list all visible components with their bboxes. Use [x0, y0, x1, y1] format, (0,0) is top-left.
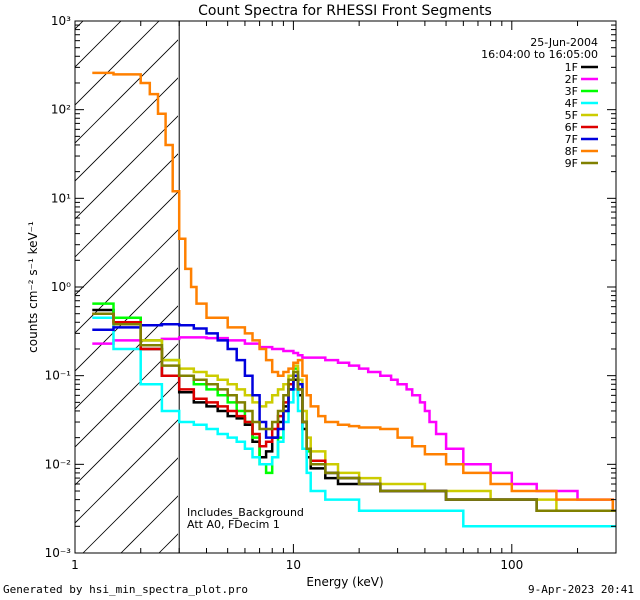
series-line-3F: [92, 302, 616, 512]
hatch-line: [349, 0, 640, 553]
legend-label-1F: 1F: [565, 61, 578, 74]
generated-by-note: Generated by hsi_min_spectra_plot.pro: [3, 583, 249, 596]
x-tick-label: 100: [500, 558, 523, 572]
annotation-attenuator: Att A0, FDecim 1: [187, 518, 280, 531]
hatch-line: [311, 0, 640, 553]
hatch-line: [75, 229, 178, 334]
y-tick-label: 10⁻²: [45, 457, 72, 471]
x-axis-label: Energy (keV): [306, 575, 383, 589]
spectra-series-group: [92, 71, 616, 528]
hatch-line: [75, 39, 178, 144]
series-line-9F: [92, 312, 616, 512]
y-tick-label: 10⁻³: [45, 546, 72, 560]
y-axis-label: counts cm⁻² s⁻¹ keV⁻¹: [26, 221, 40, 353]
series-line-8F: [92, 71, 616, 512]
annotation-background: Includes_Background: [187, 506, 304, 519]
y-tick-label: 10³: [51, 14, 71, 28]
time-range-label: 16:04:00 to 16:05:00: [481, 48, 598, 61]
y-tick-label: 10¹: [51, 191, 71, 205]
hatch-line: [75, 191, 178, 296]
y-tick-label: 10⁻¹: [45, 369, 72, 383]
legend-label-3F: 3F: [565, 85, 578, 98]
hatch-line: [235, 0, 640, 553]
hatch-line: [120, 495, 178, 553]
legend-label-7F: 7F: [565, 133, 578, 146]
legend-label-5F: 5F: [565, 109, 578, 122]
legend-label-6F: 6F: [565, 121, 578, 134]
legend-label-2F: 2F: [565, 73, 578, 86]
render-date: 9-Apr-2023 20:41: [528, 583, 634, 596]
date-label: 25-Jun-2004: [530, 36, 598, 49]
legend-label-4F: 4F: [565, 97, 578, 110]
hatch-line: [75, 77, 178, 182]
hatch-line: [75, 381, 178, 486]
legend-label-9F: 9F: [565, 157, 578, 170]
series-line-7F: [92, 323, 616, 512]
hatch-line: [273, 0, 640, 553]
series-line-4F: [92, 316, 616, 528]
y-tick-label: 10²: [51, 103, 71, 117]
x-tick-label: 10: [286, 558, 301, 572]
x-tick-label: 1: [71, 558, 79, 572]
axes: 1 10 100 10⁻³ 10⁻² 10⁻¹ 10⁰ 10¹ 10² 10³: [45, 14, 617, 572]
hatch-line: [75, 267, 178, 372]
hatch-line: [75, 21, 160, 106]
legend-label-8F: 8F: [565, 145, 578, 158]
background-hatched-region: [75, 0, 640, 553]
hatch-line: [82, 457, 178, 553]
chart-title: Count Spectra for RHESSI Front Segments: [198, 3, 492, 19]
y-tick-label: 10⁰: [51, 280, 71, 294]
hatch-line: [75, 419, 178, 524]
hatch-line: [75, 305, 178, 410]
